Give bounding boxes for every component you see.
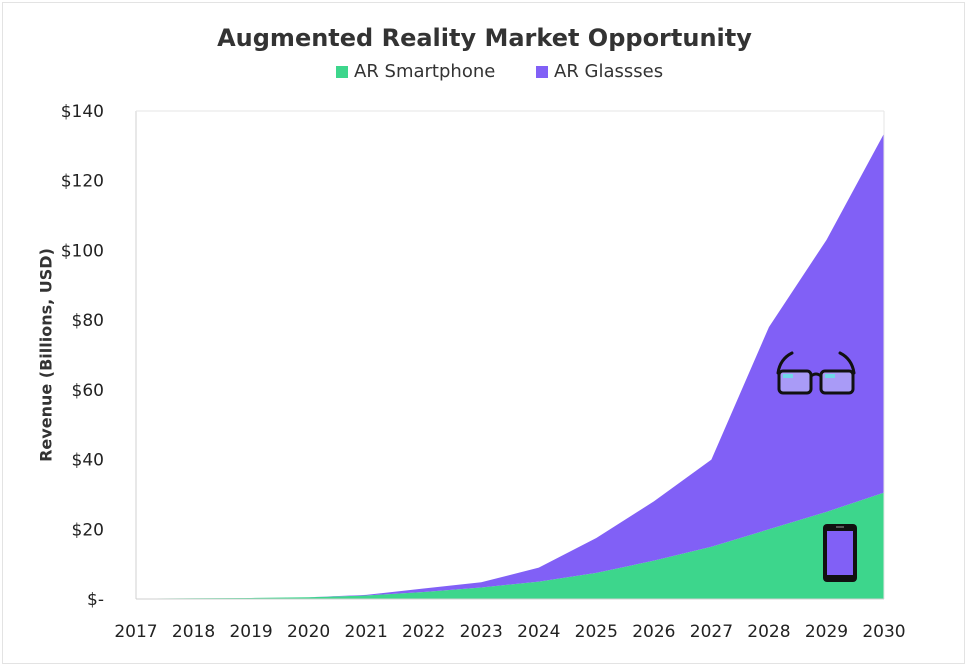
area-series-ar-smartphone bbox=[136, 492, 884, 599]
legend-swatch-ar-smartphone bbox=[336, 65, 348, 78]
legend-item-ar-smartphone: AR Smartphone bbox=[336, 61, 495, 82]
y-tick-label: $100 bbox=[61, 241, 104, 261]
y-tick-label: $40 bbox=[72, 451, 104, 471]
y-tick-label: $20 bbox=[72, 520, 104, 540]
x-tick-label: 2019 bbox=[229, 622, 272, 642]
x-tick-label: 2025 bbox=[575, 622, 618, 642]
x-tick-label: 2018 bbox=[172, 622, 215, 642]
legend: AR Smartphone AR Glassses bbox=[0, 61, 969, 85]
legend-label-ar-glasses: AR Glassses bbox=[554, 61, 664, 82]
x-tick-label: 2021 bbox=[345, 622, 388, 642]
x-tick-label: 2030 bbox=[862, 622, 905, 642]
x-tick-label: 2020 bbox=[287, 622, 330, 642]
area-series-ar-glassses bbox=[136, 133, 884, 599]
legend-swatch-ar-glasses bbox=[536, 65, 548, 78]
y-tick-label: $80 bbox=[72, 311, 104, 331]
y-tick-label: $- bbox=[87, 590, 104, 610]
legend-item-ar-glasses: AR Glassses bbox=[536, 61, 663, 82]
x-tick-label: 2023 bbox=[460, 622, 503, 642]
smartphone-icon bbox=[823, 524, 857, 582]
x-tick-label: 2022 bbox=[402, 622, 445, 642]
y-tick-label: $120 bbox=[61, 172, 104, 192]
x-tick-label: 2027 bbox=[690, 622, 733, 642]
y-tick-label: $140 bbox=[61, 102, 104, 122]
glasses-icon bbox=[776, 351, 856, 395]
legend-label-ar-smartphone: AR Smartphone bbox=[354, 61, 496, 82]
y-tick-label: $60 bbox=[72, 381, 104, 401]
chart-title: Augmented Reality Market Opportunity bbox=[217, 24, 752, 52]
x-tick-label: 2026 bbox=[632, 622, 675, 642]
x-tick-label: 2017 bbox=[114, 622, 157, 642]
x-tick-label: 2028 bbox=[747, 622, 790, 642]
x-tick-label: 2024 bbox=[517, 622, 560, 642]
x-tick-label: 2029 bbox=[805, 622, 848, 642]
